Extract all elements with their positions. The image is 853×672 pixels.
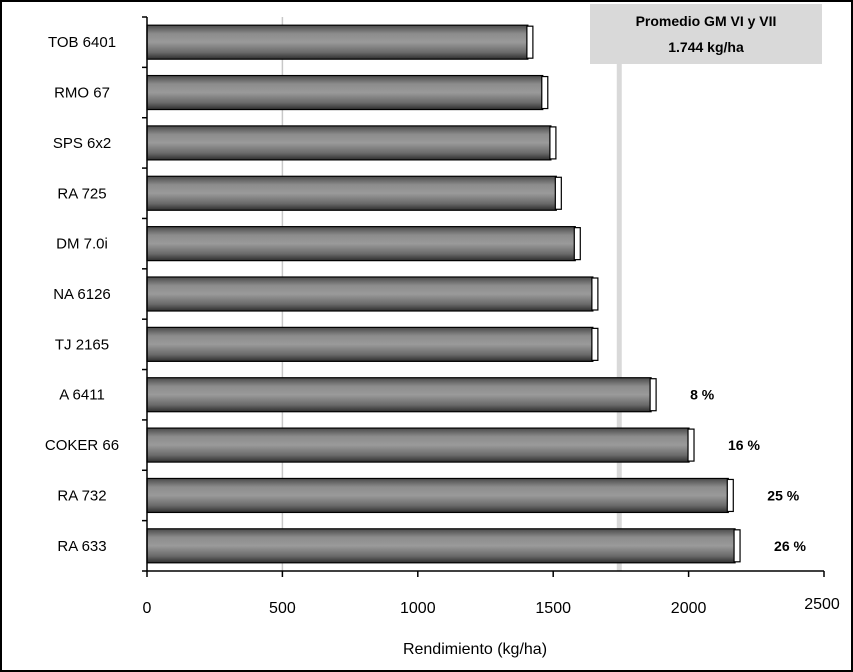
x-tick-label: 2000 [671,600,707,617]
bar-end-cap [526,25,534,59]
label-layer: TOB 6401 RMO 67 SPS 6x2 RA 725 DM 7.0i NA 612… [45,34,840,617]
bar [146,74,544,111]
bar-end-cap [591,277,599,311]
x-tick-label: 1500 [535,600,571,617]
bar [146,477,729,514]
reference-line [616,4,622,571]
category-label: SPS 6x2 [53,135,111,152]
bar-layer [146,24,741,564]
percent-label: 16 % [728,437,760,453]
bar [146,226,576,262]
bar [146,276,594,312]
bar-end-cap [573,227,581,261]
x-tick-label: 500 [269,600,296,617]
reference-annotation-box [590,4,822,64]
axis-layer [142,16,825,577]
category-label: RMO 67 [54,85,110,102]
category-label: TJ 2165 [55,336,109,353]
category-label: DM 7.0i [56,236,108,253]
bar [146,427,690,463]
percent-label: 26 % [774,538,806,554]
reference-annotation: Promedio GM VI y VII 1.744 kg/ha [590,4,822,64]
reference-layer [616,4,622,571]
percent-label: 8 % [690,387,715,403]
bar-end-cap [733,529,741,563]
category-label: A 6411 [59,387,105,404]
bar [146,326,594,362]
category-label: RA 732 [57,487,106,504]
reference-annotation-value: 1.744 kg/ha [668,39,744,55]
category-label: COKER 66 [45,437,119,454]
bar [146,24,529,60]
bar-end-cap [591,327,599,361]
bar-end-cap [549,126,557,160]
bar [146,377,652,413]
reference-annotation-title: Promedio GM VI y VII [636,13,777,29]
x-tick-label: 2500 [804,596,840,613]
bar [146,125,552,161]
bar-end-cap [541,75,549,110]
x-axis-title: Rendimiento (kg/ha) [403,641,547,658]
percent-label: 25 % [767,487,799,503]
bar-end-cap [649,378,657,412]
bar-end-cap [687,428,695,462]
bar-end-cap [726,478,734,513]
bar [146,175,557,211]
x-tick-label: 1000 [400,600,436,617]
category-label: TOB 6401 [48,34,116,51]
category-label: RA 633 [57,538,106,555]
category-label: NA 6126 [53,286,111,303]
bar [146,528,736,564]
bar-end-cap [554,176,562,210]
x-tick-label: 0 [143,600,152,617]
category-label: RA 725 [57,185,106,202]
